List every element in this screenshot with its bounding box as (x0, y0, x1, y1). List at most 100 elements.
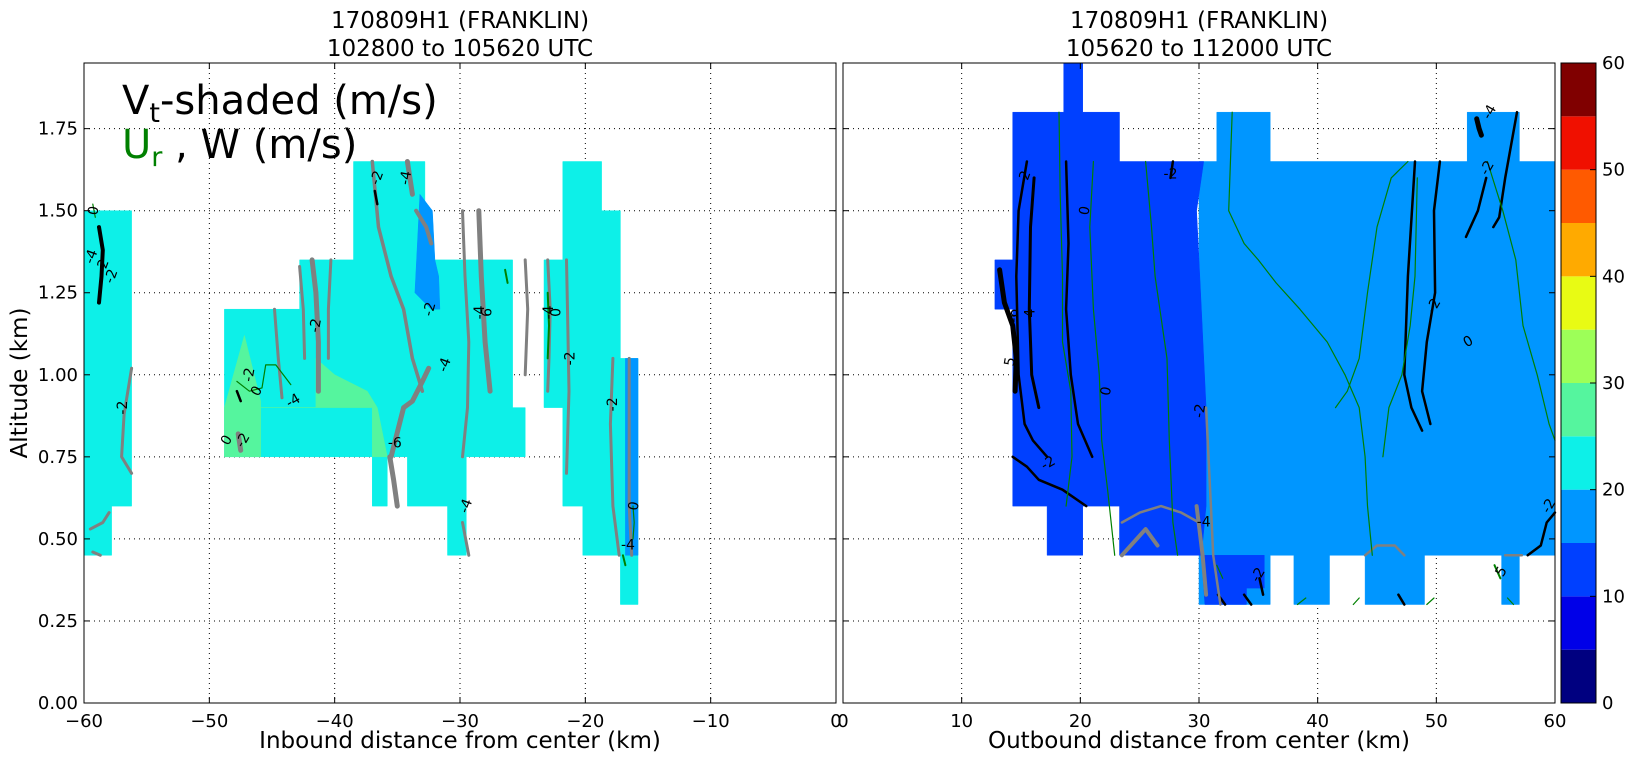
contour-line (235, 431, 244, 453)
left-title-line1: 170809H1 (FRANKLIN) (331, 8, 589, 34)
contour-label: -4 (435, 356, 455, 375)
contour-line (88, 511, 111, 531)
contour-label: -2 (102, 267, 122, 286)
x-tick-label: 0 (837, 711, 848, 732)
y-tick-label: 1.00 (38, 365, 78, 386)
colorbar-bin (1561, 276, 1596, 330)
contour-label: 5 (1002, 356, 1019, 368)
contour-line (461, 209, 471, 459)
colorbar-tick-label: 60 (1602, 53, 1625, 74)
contour-line (1064, 160, 1094, 459)
contour-line (504, 268, 509, 284)
colorbar: 0 10 20 30 40 50 60 (1560, 53, 1625, 714)
contour-label: -2 (1539, 496, 1560, 516)
contour-label: -2 (420, 300, 439, 318)
contour-line (1258, 577, 1265, 596)
x-tick-label: −50 (190, 711, 228, 732)
colorbar-bin (1561, 436, 1596, 490)
contour-line (1119, 527, 1160, 558)
x-tick-label: 30 (1188, 711, 1211, 732)
legend-annotation: Vt-shaded (m/s) Ur , W (m/s) (122, 78, 438, 173)
x-tick-label: 50 (1425, 711, 1448, 732)
vt-region-25-30 (224, 334, 261, 458)
y-tick-label: 0.25 (38, 611, 78, 632)
contour-line (1169, 160, 1175, 180)
right-x-axis-label: Outbound distance from center (km) (988, 728, 1410, 754)
x-tick-label: −60 (65, 711, 103, 732)
contour-label: -4 (621, 537, 635, 553)
contour-label: 0 (1076, 205, 1093, 217)
right-title-line1: 170809H1 (FRANKLIN) (1070, 8, 1328, 34)
contour-label: 6 (480, 308, 496, 317)
contour-label: -4 (456, 497, 476, 516)
colorbar-tick-label: 50 (1602, 160, 1625, 181)
contour-line (1089, 160, 1116, 556)
contour-line (97, 225, 105, 305)
contour-line (1426, 597, 1435, 606)
y-tick-label: 0.00 (38, 693, 78, 714)
contour-line (1474, 116, 1484, 138)
contour-line (1015, 160, 1049, 459)
contour-line (1486, 160, 1556, 441)
contour-line (1382, 177, 1418, 458)
left-shaded-regions (83, 161, 639, 605)
contour-line (1242, 593, 1253, 606)
colorbar-bin (1561, 116, 1596, 170)
contour-line (404, 159, 415, 197)
colorbar-bin (1561, 543, 1596, 597)
colorbar-bins (1561, 63, 1596, 703)
contour-line (997, 267, 1019, 394)
colorbar-bin (1561, 383, 1596, 437)
contour-label: -4 (472, 305, 488, 319)
contour-line (91, 550, 102, 557)
vt-region-20-25 (224, 161, 526, 556)
contour-line (1204, 406, 1222, 606)
left-x-axis-label: Inbound distance from center (km) (259, 728, 661, 754)
y-tick-label: 1.25 (38, 283, 78, 304)
contour-label: -2 (115, 401, 131, 415)
contour-line (1526, 511, 1557, 557)
contour-label: -2 (93, 257, 113, 276)
x-tick-label: −10 (692, 711, 730, 732)
contour-label: -6 (1006, 309, 1022, 323)
x-tick-label: 20 (1069, 711, 1092, 732)
contour-label: -4 (1197, 514, 1211, 530)
vt-region-15-20 (1198, 111, 1556, 605)
x-tick-label: −40 (316, 711, 354, 732)
colorbar-bin (1561, 169, 1596, 223)
contour-line (1228, 111, 1373, 556)
contour-line (523, 258, 530, 377)
contour-line (1403, 160, 1424, 432)
contour-line (370, 159, 425, 393)
contour-label: -2 (1477, 158, 1498, 178)
left-panel: -2 -4-2-2-20 -4-4-6-46-4 -40-2-20-4-20-20-4… (7, 8, 842, 754)
left-y-axis-label: Altitude (km) (7, 308, 33, 459)
contour-line (120, 366, 134, 475)
right-title-line2: 105620 to 112000 UTC (1066, 36, 1332, 62)
colorbar-bin (1561, 649, 1596, 703)
contour-line (627, 356, 634, 557)
contour-label: 0 (626, 500, 643, 512)
colorbar-tick-label: 40 (1602, 266, 1625, 287)
contour-line (309, 257, 321, 394)
x-tick-label: 10 (950, 711, 973, 732)
contour-label: -2 (1038, 453, 1058, 474)
contour-line (1027, 176, 1041, 410)
contour-line (1397, 593, 1406, 606)
y-tick-label: 1.50 (38, 201, 78, 222)
contour-label: -6 (388, 436, 402, 452)
contour-line (92, 203, 96, 218)
contour-label: -4 (397, 170, 415, 187)
contour-line (608, 356, 621, 557)
contour-line (1464, 176, 1488, 239)
contour-line (388, 365, 432, 460)
right-ticks: 0 10 20 30 40 50 60 (837, 63, 1566, 732)
contour-label: -2 (1424, 296, 1445, 316)
colorbar-bin (1561, 489, 1596, 543)
contour-label: -2 (367, 169, 387, 188)
colorbar-bin (1561, 329, 1596, 383)
contour-line (1216, 564, 1224, 579)
contour-line (1363, 544, 1406, 557)
contour-label: 0 (1098, 385, 1115, 397)
contour-line (1493, 564, 1502, 580)
